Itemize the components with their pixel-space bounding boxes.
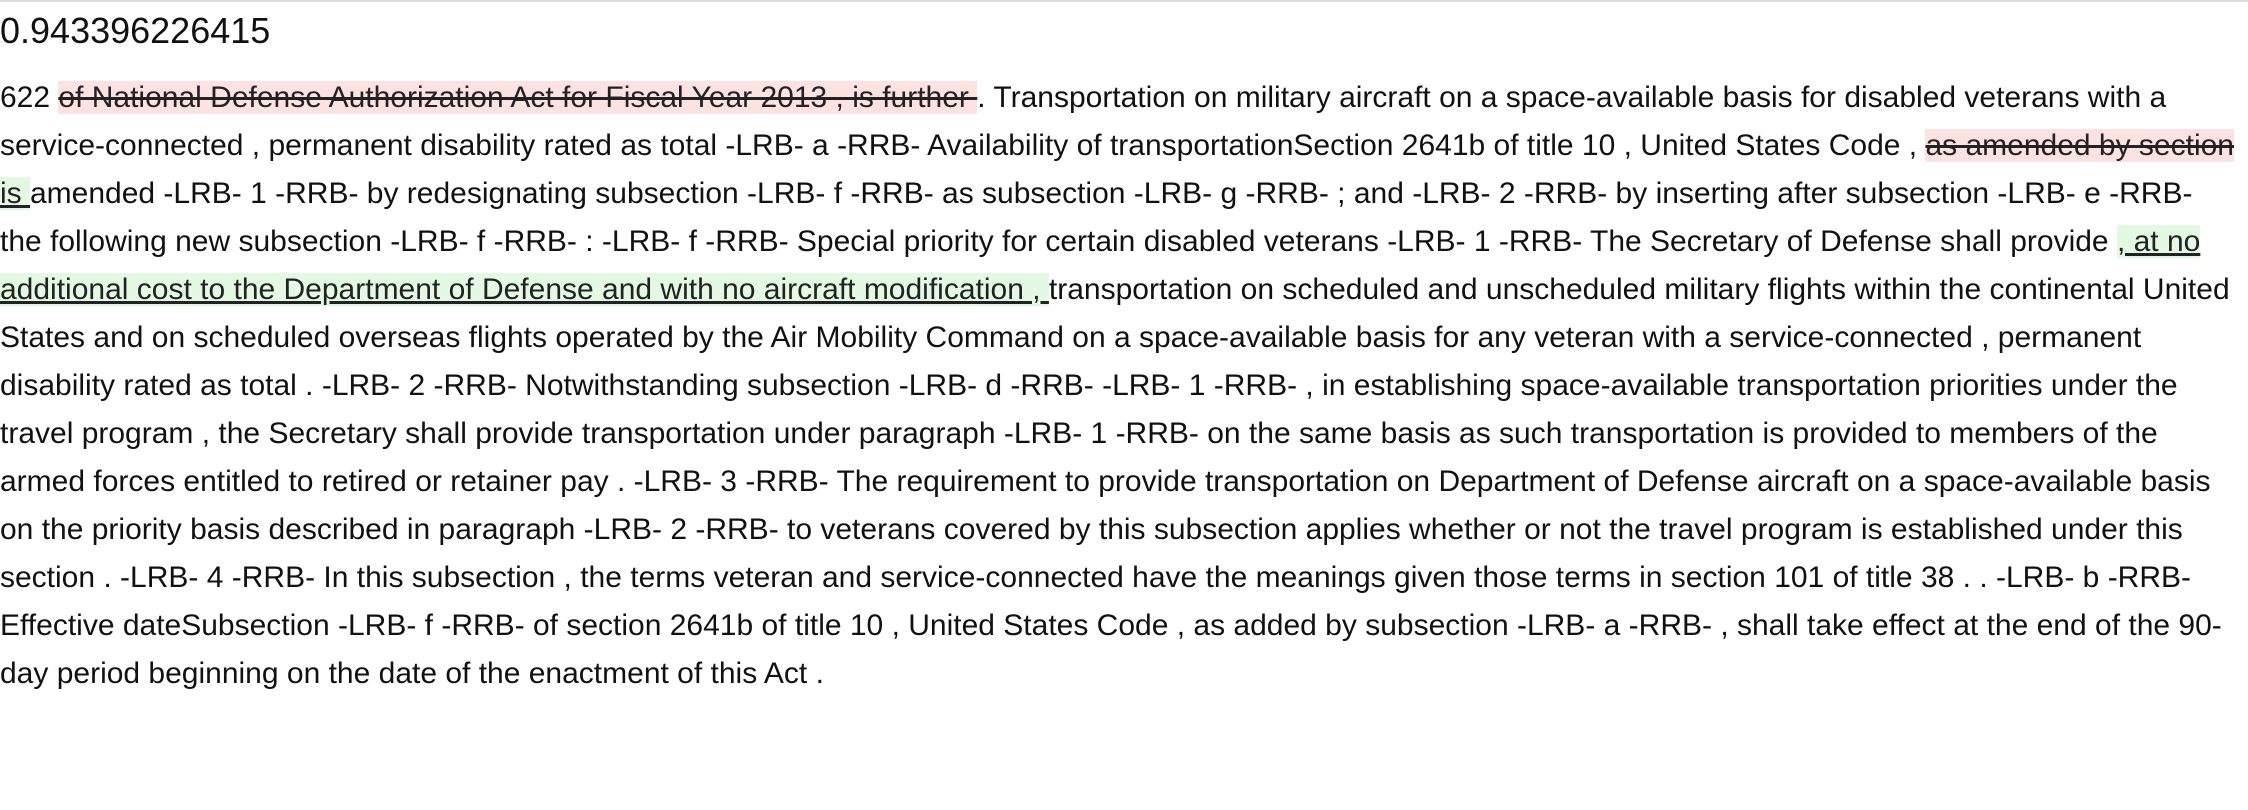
deleted-text-segment: of National Defense Authorization Act fo… [58, 81, 978, 114]
plain-text-segment: transportation on scheduled and unschedu… [0, 273, 2230, 690]
plain-text-segment: amended -LRB- 1 -RRB- by redesignating s… [0, 177, 2193, 258]
similarity-score: 0.943396226415 [0, 10, 271, 51]
plain-text-segment: 622 [0, 81, 59, 114]
plain-text-segment: . Transportation on military aircraft on… [0, 81, 2167, 162]
top-divider [0, 0, 2248, 2]
diff-document: 622 of National Defense Authorization Ac… [0, 74, 2236, 698]
inserted-text-segment: is [0, 177, 30, 210]
deleted-text-segment: as amended by section [1925, 129, 2234, 162]
